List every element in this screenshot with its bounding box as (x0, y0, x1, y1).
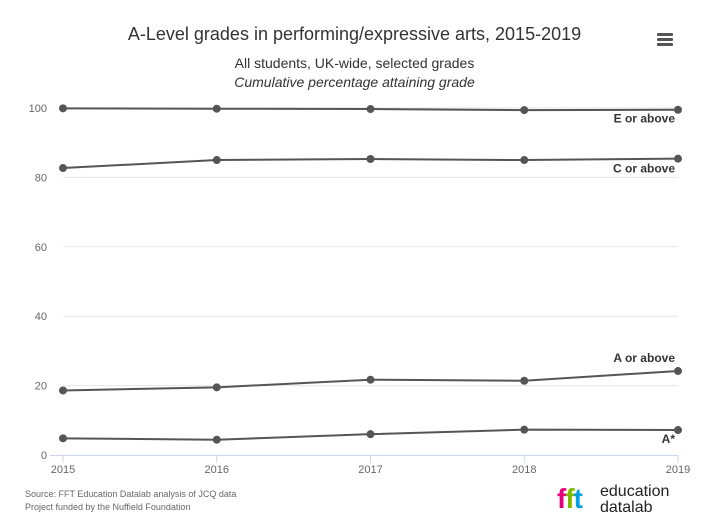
y-tick-label: 20 (35, 381, 47, 393)
data-point (212, 104, 221, 113)
series-label: A* (662, 432, 676, 446)
chart-title: A-Level grades in performing/expressive … (127, 24, 582, 44)
data-point (366, 155, 375, 164)
data-point (212, 383, 221, 392)
data-point (59, 104, 67, 113)
funding-credit: Project funded by the Nuffield Foundatio… (25, 502, 191, 512)
data-point (212, 156, 221, 165)
series-label: E or above (614, 112, 676, 126)
source-credit: Source: FFT Education Datalab analysis o… (25, 489, 237, 499)
fft-education-datalab-logo: fft education datalab (557, 481, 687, 517)
x-tick-label: 2017 (358, 464, 382, 476)
hamburger-menu-icon[interactable] (652, 28, 678, 50)
x-tick-label: 2019 (666, 464, 690, 476)
logo-text-datalab: datalab (600, 499, 653, 516)
data-point (520, 156, 529, 165)
chart-subtitle: All students, UK-wide, selected grades (234, 55, 475, 71)
y-tick-label: 0 (41, 450, 47, 462)
data-point (366, 430, 375, 439)
logo-text-education: education (600, 483, 670, 500)
data-point (520, 106, 529, 115)
data-point (520, 425, 529, 434)
data-point (520, 376, 529, 385)
data-point (674, 154, 682, 163)
chart-subtitle-italic: Cumulative percentage attaining grade (234, 74, 475, 90)
x-tick-label: 2018 (512, 464, 536, 476)
y-tick-label: 100 (29, 103, 47, 115)
y-tick-label: 60 (35, 242, 47, 254)
data-point (366, 375, 375, 384)
data-point (674, 105, 682, 114)
data-point (59, 434, 67, 443)
data-point (366, 105, 375, 114)
line-chart: 0 20 40 60 80 100 2015 2016 2017 2018 2019 E or abo… (29, 103, 691, 476)
data-point (59, 386, 67, 395)
x-tick-label: 2016 (205, 464, 229, 476)
series-label: C or above (613, 162, 675, 176)
data-point (674, 367, 682, 376)
data-point (674, 426, 682, 435)
x-tick-label: 2015 (51, 464, 75, 476)
data-point (59, 164, 67, 173)
y-tick-label: 80 (35, 172, 47, 184)
series-label: A or above (613, 351, 675, 365)
y-tick-label: 40 (35, 311, 47, 323)
fft-logo-mark: fft (557, 483, 583, 514)
data-point (212, 435, 221, 444)
